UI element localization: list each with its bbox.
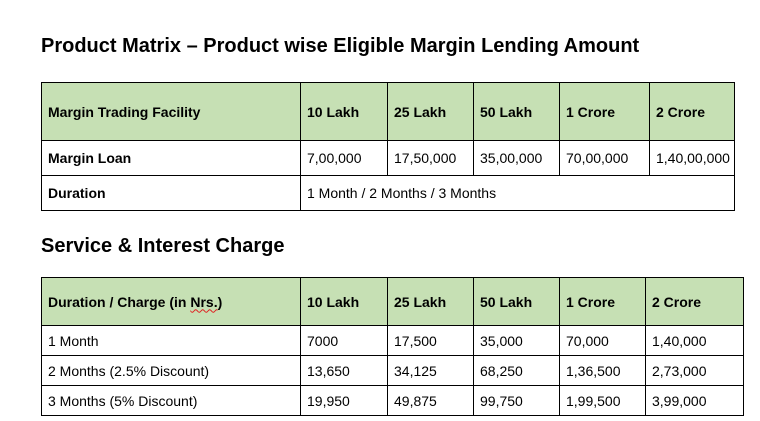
header-cell: 50 Lakh: [473, 82, 560, 141]
table-row: Margin Loan 7,00,000 17,50,000 35,00,000…: [41, 140, 735, 176]
table-cell: 99,750: [473, 385, 560, 416]
table-header-row: Duration / Charge (in Nrs.) 10 Lakh 25 L…: [41, 277, 744, 326]
table-cell: 13,650: [300, 355, 388, 386]
table-cell: 7000: [300, 325, 388, 356]
table-cell: 34,125: [387, 355, 474, 386]
header-cell: Duration / Charge (in Nrs.): [41, 277, 301, 326]
table-cell: 49,875: [387, 385, 474, 416]
row-label: 2 Months (2.5% Discount): [41, 355, 301, 386]
table-cell: 2,73,000: [645, 355, 744, 386]
table-cell: 19,950: [300, 385, 388, 416]
table-cell: 17,50,000: [387, 140, 474, 176]
header-suffix: ): [217, 293, 223, 310]
product-matrix-title: Product Matrix – Product wise Eligible M…: [41, 35, 640, 57]
service-charge-title: Service & Interest Charge: [41, 235, 285, 257]
table-row: Duration 1 Month / 2 Months / 3 Months: [41, 175, 735, 211]
row-label: Margin Loan: [41, 140, 301, 176]
table-cell: 68,250: [473, 355, 560, 386]
header-cell: 25 Lakh: [387, 277, 474, 326]
header-cell: Margin Trading Facility: [41, 82, 301, 141]
table-cell: 1,40,00,000: [649, 140, 735, 176]
table-cell: 70,000: [559, 325, 646, 356]
header-cell: 2 Crore: [645, 277, 744, 326]
table-row: 2 Months (2.5% Discount) 13,650 34,125 6…: [41, 355, 744, 386]
header-cell: 2 Crore: [649, 82, 735, 141]
row-label: Duration: [41, 175, 301, 211]
header-cell: 10 Lakh: [300, 82, 388, 141]
header-prefix: Duration / Charge (in: [48, 293, 191, 310]
header-cell: 50 Lakh: [473, 277, 560, 326]
header-cell: 1 Crore: [559, 277, 646, 326]
row-label: 3 Months (5% Discount): [41, 385, 301, 416]
table-cell: 1,99,500: [559, 385, 646, 416]
header-cell: 1 Crore: [559, 82, 650, 141]
header-cell: 10 Lakh: [300, 277, 388, 326]
table-cell: 35,00,000: [473, 140, 560, 176]
table-cell: 35,000: [473, 325, 560, 356]
header-cell: 25 Lakh: [387, 82, 474, 141]
service-charge-table: Duration / Charge (in Nrs.) 10 Lakh 25 L…: [41, 277, 744, 416]
table-cell: 70,00,000: [559, 140, 650, 176]
duration-cell: 1 Month / 2 Months / 3 Months: [300, 175, 735, 211]
table-header-row: Margin Trading Facility 10 Lakh 25 Lakh …: [41, 82, 735, 141]
table-cell: 1,40,000: [645, 325, 744, 356]
table-cell: 7,00,000: [300, 140, 388, 176]
row-label: 1 Month: [41, 325, 301, 356]
product-matrix-table: Margin Trading Facility 10 Lakh 25 Lakh …: [41, 82, 735, 211]
table-row: 1 Month 7000 17,500 35,000 70,000 1,40,0…: [41, 325, 744, 356]
table-cell: 1,36,500: [559, 355, 646, 386]
table-row: 3 Months (5% Discount) 19,950 49,875 99,…: [41, 385, 744, 416]
table-cell: 3,99,000: [645, 385, 744, 416]
spellcheck-word: Nrs.: [190, 293, 218, 310]
table-cell: 17,500: [387, 325, 474, 356]
